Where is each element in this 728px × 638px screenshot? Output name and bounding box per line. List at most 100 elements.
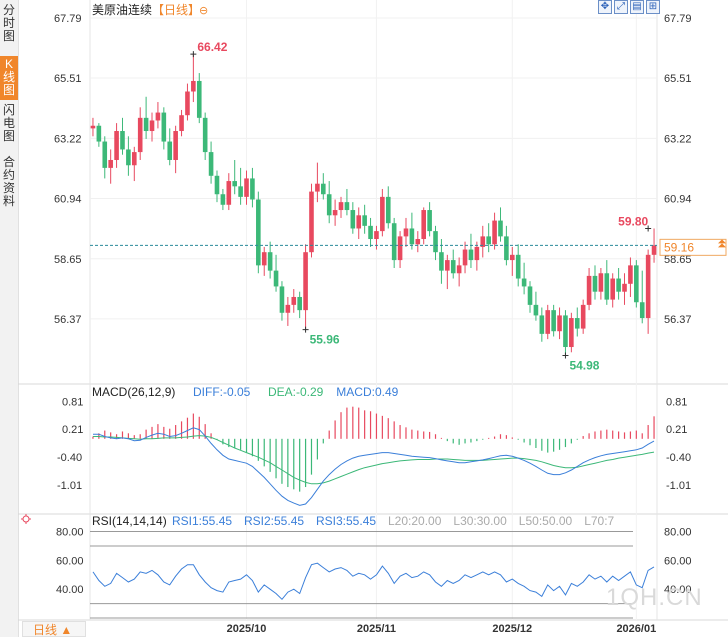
grid — [18, 0, 728, 621]
candle-body — [403, 228, 409, 237]
candle-body — [391, 223, 397, 261]
rsi-line — [92, 562, 655, 601]
y-tick-right: 60.94 — [664, 193, 692, 205]
tab-contract-info[interactable]: 合约资料 — [2, 155, 15, 208]
extreme-marker — [190, 51, 197, 58]
y-tick-right: 65.51 — [664, 73, 692, 85]
candle-body — [368, 225, 373, 240]
tab-intraday[interactable]: 分时图 — [2, 3, 15, 43]
rsi-settings-rays — [21, 514, 31, 524]
rsi-label: RSI(14,14,14) — [92, 514, 167, 528]
rsi-y-tick-right: 80.00 — [664, 527, 692, 539]
candle-body — [592, 275, 598, 292]
candle-body — [374, 231, 379, 240]
candle-body — [515, 254, 521, 279]
candle-body — [238, 186, 243, 197]
candle-body — [651, 245, 657, 255]
chart-settings-icon[interactable]: ▤ — [630, 0, 644, 14]
candle-body — [350, 210, 356, 229]
rsi-legend-l70: L70:7 — [584, 514, 614, 528]
candle-body — [468, 249, 474, 261]
candle-body — [639, 302, 645, 319]
candle-body — [610, 278, 616, 300]
candle-body — [120, 131, 125, 150]
candle-body — [267, 252, 273, 271]
candle-body — [131, 152, 137, 166]
candle-body — [385, 196, 391, 224]
layout-icon[interactable]: ⊞ — [646, 0, 660, 14]
candle-body — [179, 115, 184, 132]
candle-body — [108, 159, 113, 168]
candle-body — [504, 236, 509, 261]
candle-body — [586, 275, 592, 305]
candle-body — [161, 112, 167, 142]
candle-body — [90, 125, 96, 129]
y-tick-left: 56.37 — [54, 314, 82, 326]
candle-body — [256, 199, 261, 266]
y-tick-left: 67.79 — [54, 13, 82, 25]
tab-flash-chart[interactable]: 闪电图 — [2, 103, 15, 143]
y-tick-right: 63.22 — [664, 133, 692, 145]
candle-body — [574, 318, 580, 329]
candle-body — [191, 80, 196, 92]
y-tick-left: 58.65 — [54, 254, 82, 266]
y-tick-left: 63.22 — [54, 133, 82, 145]
candle-body — [580, 304, 586, 329]
candlestick-chart: 66.42 55.96 54.98 59.80 — [90, 40, 657, 372]
candle-body — [480, 236, 486, 247]
period-button[interactable]: 日线 ▲ — [22, 621, 86, 637]
candle-body — [214, 175, 220, 195]
rsi-legend-l20: L20:20.00 — [388, 514, 442, 528]
candle-body — [509, 254, 515, 261]
candle-body — [196, 80, 202, 118]
expand-icon[interactable]: ⤢ — [614, 0, 628, 14]
x-tick-label: 2025/11 — [357, 623, 396, 635]
rsi-chart: RSI(14,14,14) RSI1:55.45 RSI2:55.45 RSI3:55… — [21, 514, 655, 619]
candle-body — [114, 131, 119, 160]
candle-body — [604, 273, 610, 300]
candle-body — [362, 215, 367, 226]
macd-y-tick-left: -0.40 — [57, 452, 82, 464]
candle-body — [498, 220, 503, 237]
extreme-marker — [302, 326, 309, 333]
candle-body — [445, 260, 450, 271]
candle-body — [320, 183, 326, 195]
macd-y-tick-left: 0.21 — [62, 424, 83, 436]
rsi-y-tick-left: 60.00 — [56, 555, 84, 567]
last-price-label: 59.16 — [664, 240, 694, 254]
candle-body — [149, 120, 155, 132]
candle-body — [344, 202, 350, 211]
zoom-icon[interactable]: ⊖ — [199, 5, 208, 17]
candle-body — [126, 149, 131, 166]
macd-legend-diff: DIFF:-0.05 — [193, 385, 251, 399]
macd-label: MACD(26,12,9) — [92, 385, 175, 399]
y-tick-right: 56.37 — [664, 314, 692, 326]
extreme-marker — [645, 225, 652, 232]
candle-body — [173, 131, 178, 160]
macd-y-tick-left: -1.01 — [57, 480, 82, 492]
candle-body — [208, 152, 214, 176]
macd-legend-macd: MACD:0.49 — [336, 385, 398, 399]
diff-line — [93, 427, 655, 506]
macd-legend-dea: DEA:-0.29 — [268, 385, 324, 399]
candle-body — [356, 215, 362, 229]
candle-body — [155, 112, 161, 121]
macd-chart: MACD(26,12,9) DIFF:-0.05 DEA:-0.29 MACD:0.4… — [92, 385, 655, 506]
rsi-y-tick-left: 80.00 — [56, 527, 84, 539]
move-icon[interactable]: ✥ — [598, 0, 612, 14]
rsi-y-tick-left: 40.00 — [56, 584, 84, 596]
annotation-high: 66.42 — [197, 40, 227, 54]
y-tick-left: 60.94 — [54, 193, 82, 205]
candle-body — [409, 228, 415, 245]
candle-body — [261, 252, 267, 266]
annotation-low: 55.96 — [310, 333, 340, 347]
x-tick-label: 2026/01 — [616, 623, 656, 635]
period-tag: 【日线】 — [152, 3, 200, 17]
macd-y-tick-right: -1.01 — [666, 480, 691, 492]
y-tick-left: 65.51 — [54, 73, 82, 85]
candle-body — [616, 278, 621, 292]
rsi-legend-l50: L50:50.00 — [519, 514, 573, 528]
candle-body — [421, 210, 427, 240]
